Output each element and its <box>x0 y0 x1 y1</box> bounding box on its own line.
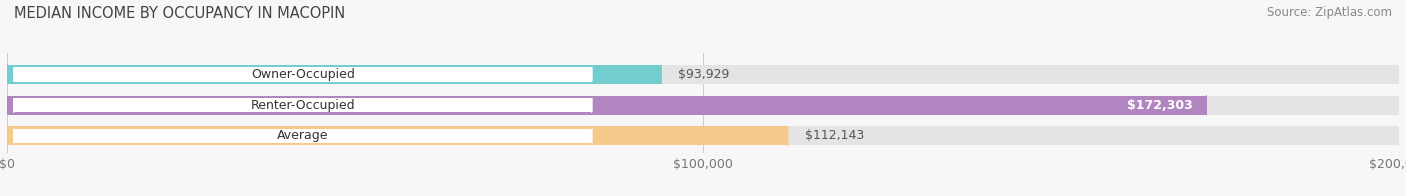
Bar <box>7 126 1399 145</box>
Bar <box>14 129 592 143</box>
Text: $172,303: $172,303 <box>1126 99 1192 112</box>
Text: $93,929: $93,929 <box>678 68 730 81</box>
Text: Source: ZipAtlas.com: Source: ZipAtlas.com <box>1267 6 1392 19</box>
Bar <box>14 67 592 82</box>
Text: $112,143: $112,143 <box>804 130 865 142</box>
Text: Average: Average <box>277 130 329 142</box>
Text: Owner-Occupied: Owner-Occupied <box>250 68 354 81</box>
Bar <box>7 65 661 84</box>
Bar <box>7 126 787 145</box>
Text: MEDIAN INCOME BY OCCUPANCY IN MACOPIN: MEDIAN INCOME BY OCCUPANCY IN MACOPIN <box>14 6 346 21</box>
Bar <box>14 98 592 112</box>
Text: Renter-Occupied: Renter-Occupied <box>250 99 356 112</box>
Bar <box>7 65 1399 84</box>
Bar <box>7 96 1206 115</box>
Bar <box>7 96 1399 115</box>
